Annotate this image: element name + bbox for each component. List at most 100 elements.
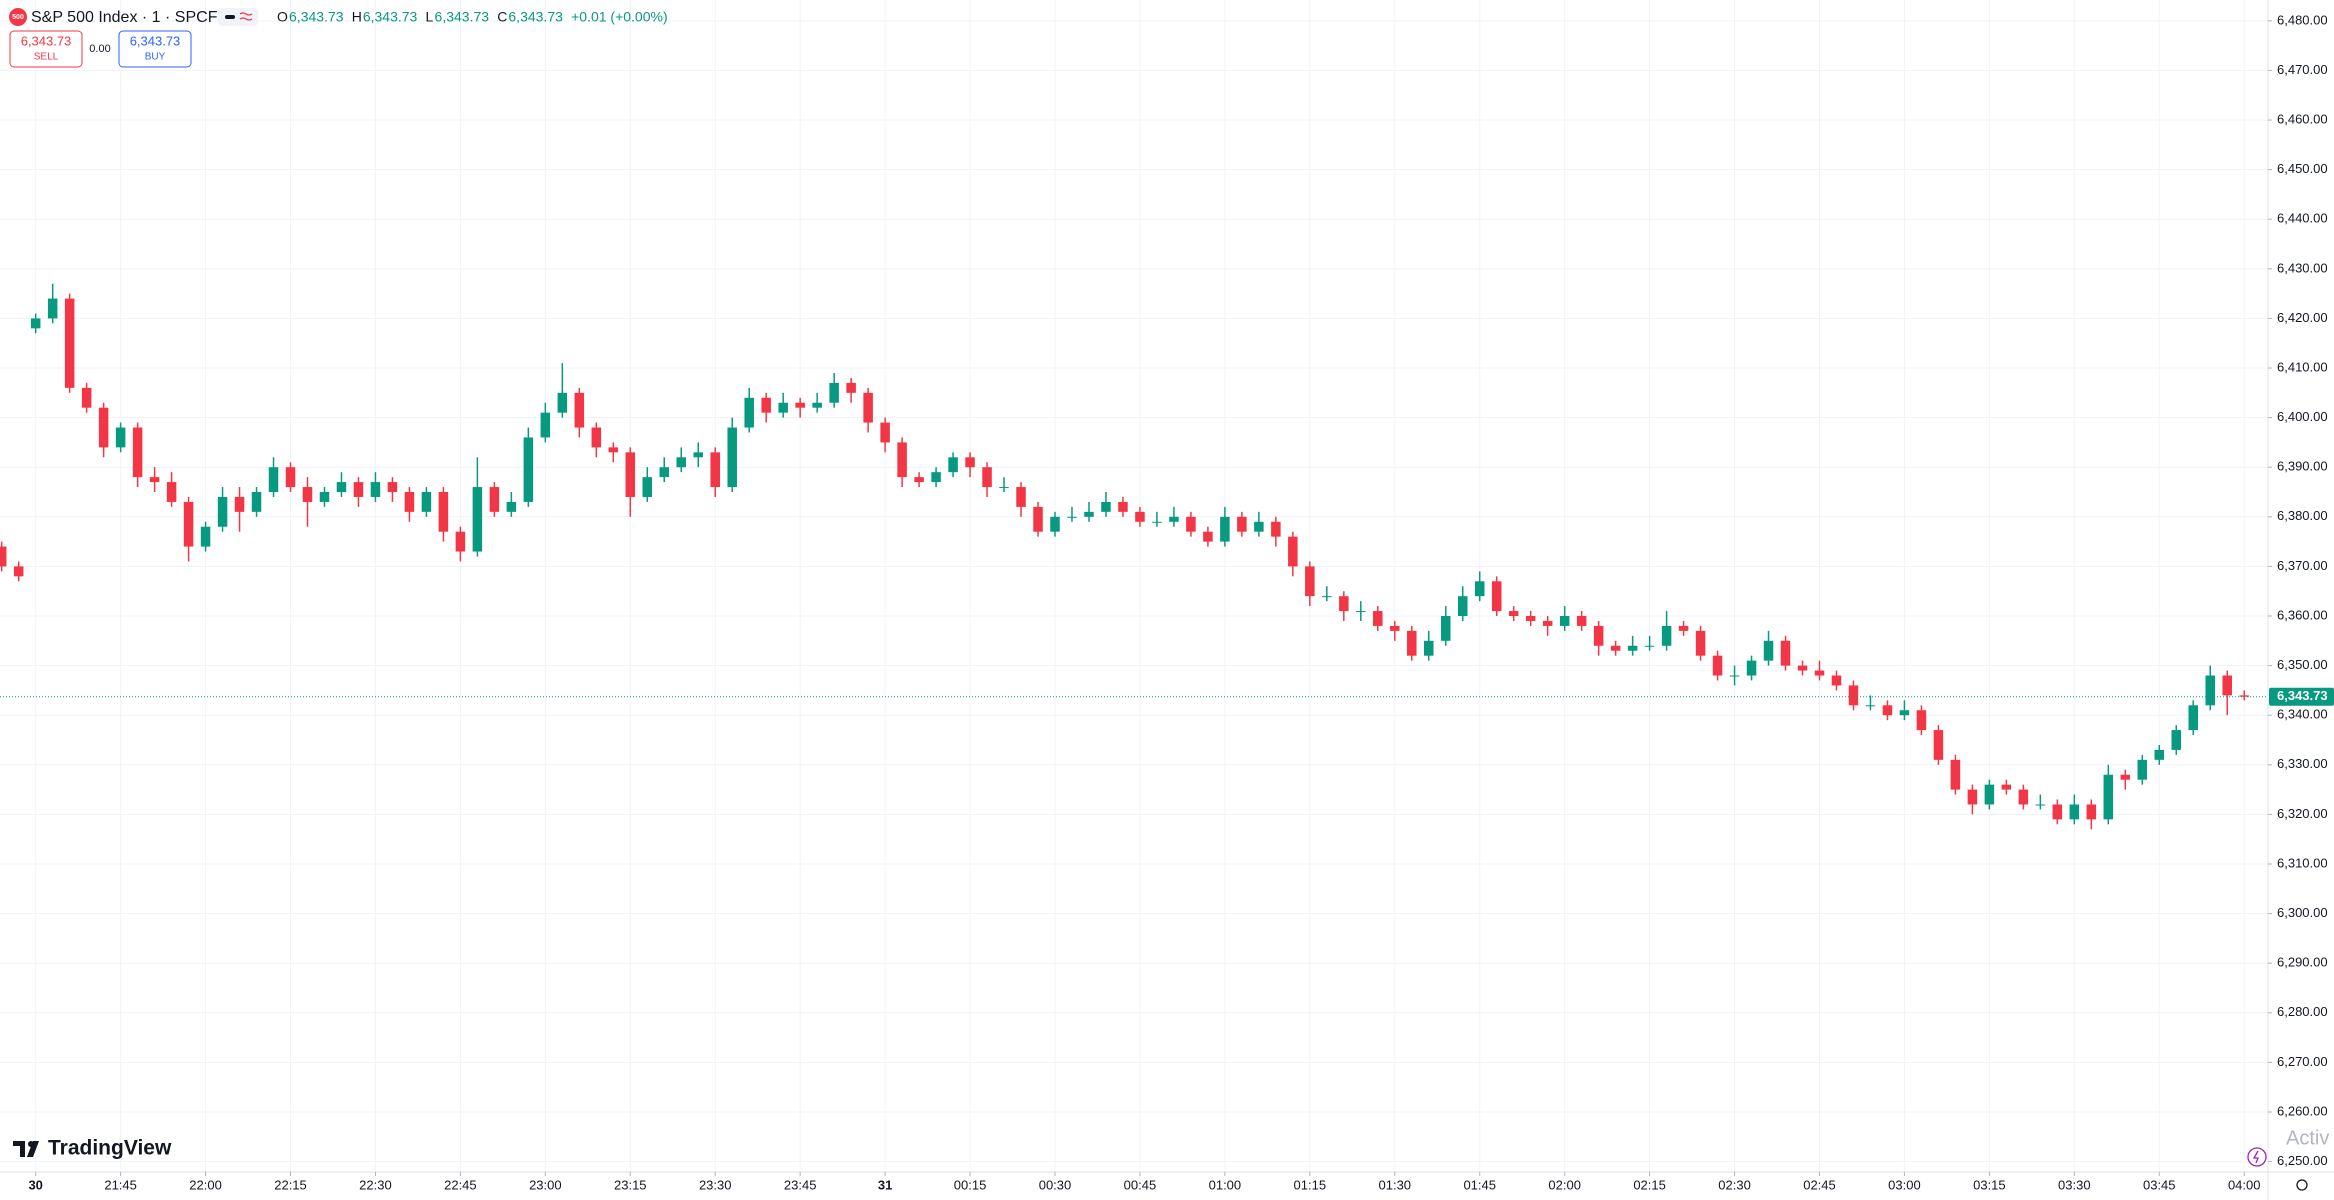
x-tick-label: 03:00 [1888,1177,1921,1192]
brand-name[interactable]: TradingView [48,1137,172,1160]
candle-body [1780,640,1791,666]
spread: 0.00 [89,43,110,55]
ohlc-legend: O 6,343.73 H 6,343.73 L 6,343.73 C 6,343.73 +0.0… [277,9,668,25]
candle-body [1118,501,1128,512]
candle-body [591,427,602,448]
ohlc-value: 6,343.73 [289,9,344,25]
ohlc-value: +0.01 (+0.00%) [571,9,668,25]
lightning-icon [2252,1150,2259,1164]
candle-body [982,467,992,488]
candle-body [1339,596,1349,612]
candle-body [625,452,636,497]
candle-body [1254,521,1264,532]
candle-body [336,482,347,493]
candle-body [1746,660,1757,676]
x-tick-label: 23:45 [784,1177,817,1192]
candle-body [1440,616,1451,641]
candle-body [64,298,75,388]
lightning-button[interactable] [2247,1147,2267,1167]
candle-body [1542,620,1553,626]
y-tick-label: 6,470.00 [2277,62,2328,77]
candle-body [2086,804,2097,820]
x-tick-label: 30 [28,1177,42,1192]
y-tick-label: 6,400.00 [2277,409,2328,424]
candle-body [523,437,534,502]
buy-button[interactable] [118,30,192,68]
candle-body [132,427,143,478]
candle-body [1305,566,1315,597]
candle-body [0,546,7,567]
candle-body [2018,789,2029,805]
sell-label: SELL [34,52,59,63]
candle-body [47,298,58,319]
settings-button[interactable] [2296,1179,2308,1191]
candle-body [13,566,24,577]
candle-body [2001,784,2012,790]
candle-body [1559,616,1570,626]
symbol-title[interactable]: S&P 500 Index · 1 · SPCFD [31,9,229,26]
candle-body [200,526,211,547]
candle-body [506,501,517,512]
candle-body [1322,596,1332,598]
candle-body [1814,670,1825,676]
candle-body [795,402,805,408]
candle-body [1152,521,1162,523]
candle-body [1457,596,1468,617]
x-tick-label: 22:45 [444,1177,477,1192]
x-tick-label: 21:45 [104,1177,137,1192]
ohlc-value: 6,343.73 [508,9,563,25]
candle-body [2154,749,2165,760]
y-tick-label: 6,460.00 [2277,111,2328,126]
x-tick-label: 31 [878,1177,892,1192]
x-tick-label: 00:30 [1039,1177,1072,1192]
y-tick-label: 6,420.00 [2277,310,2328,325]
candle-body [1763,640,1774,661]
y-tick-label: 6,380.00 [2277,508,2328,523]
sell-button[interactable] [9,30,83,68]
symbol-badge: 500 [12,14,24,21]
y-tick-label: 6,360.00 [2277,607,2328,622]
candle-body [999,487,1009,489]
candle-body [676,457,687,468]
buy-price: 6,343.73 [130,33,181,48]
candle-body [1576,616,1587,626]
status-icon [239,12,253,21]
candle-body [370,482,381,497]
candle-body [812,402,822,408]
candle-body [1593,625,1604,646]
candle-body [1712,655,1723,676]
candle-body [115,427,126,448]
y-tick-label: 6,430.00 [2277,260,2328,275]
watermark: Activ [2286,1127,2329,1149]
candle-body [693,452,703,458]
grid [0,0,2268,1172]
x-tick-label: 03:45 [2143,1177,2176,1192]
candle-body [1203,531,1213,542]
y-tick-label: 6,320.00 [2277,806,2328,821]
candle-body [1050,516,1060,532]
candle-body [557,392,568,413]
candle-body [166,482,177,502]
status-pill[interactable] [218,8,258,26]
candle-body [1271,521,1281,537]
ohlc-label: H [352,9,362,25]
candle-body [81,387,92,408]
candle-body [2171,730,2182,750]
candle-body [761,397,771,413]
candle-body [251,492,262,512]
candle-body [285,467,296,488]
candle-body [1169,516,1179,522]
candle-body [744,397,754,428]
x-tick-label: 22:15 [274,1177,307,1192]
candle-body [1729,675,1740,677]
candle-body [1390,625,1400,631]
candle-body [1831,675,1842,686]
brand-logo [28,1141,34,1147]
candle-body [1695,630,1706,656]
candle-body [217,496,228,527]
y-tick-label: 6,450.00 [2277,161,2328,176]
x-tick-label: 23:15 [614,1177,647,1192]
